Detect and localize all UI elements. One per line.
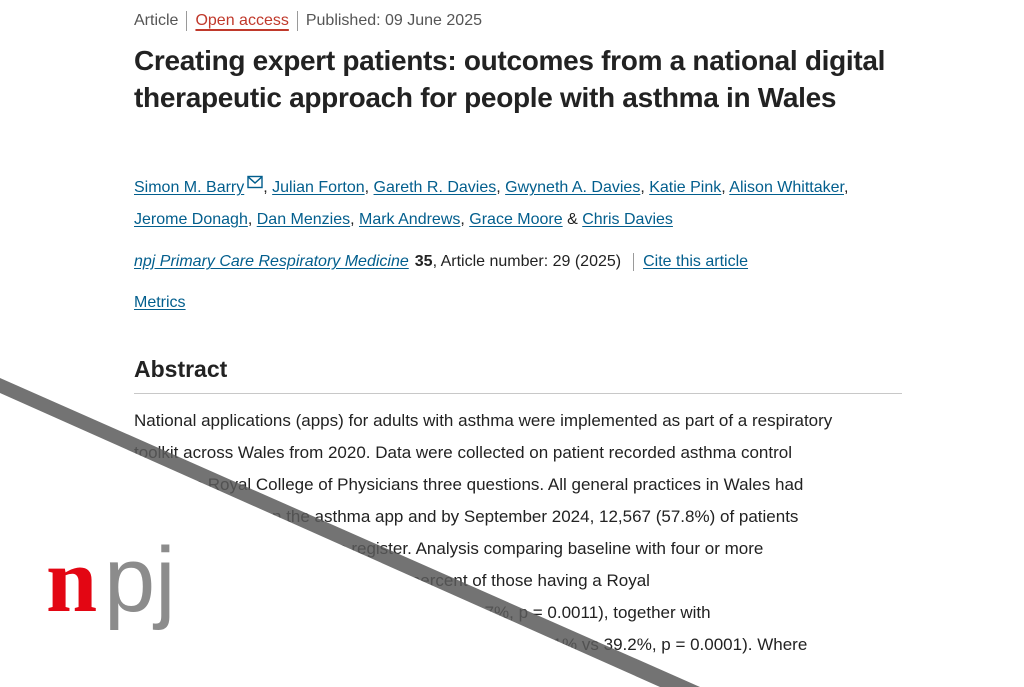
npj-logo: n pj	[46, 529, 176, 631]
meta-divider	[296, 11, 298, 31]
abstract-line: improvements in those being well control…	[134, 635, 808, 654]
svg-text:n: n	[46, 529, 97, 631]
author-list: Simon M. Barry, Julian Forton, Gareth R.…	[134, 172, 894, 236]
author-link[interactable]: Alison Whittaker	[729, 179, 844, 196]
citation-divider	[633, 252, 635, 271]
meta-divider	[186, 11, 188, 31]
author-ampersand: &	[567, 211, 578, 228]
author-link[interactable]: Grace Moore	[469, 211, 563, 228]
article-type: Article	[134, 12, 179, 29]
journal-volume: 35	[414, 253, 433, 270]
abstract-line: College of Physicians score of 0 (26.5% …	[134, 603, 711, 622]
journal-name-link[interactable]: npj Primary Care Respiratory Medicine	[134, 253, 409, 270]
abstract-line: using the Royal College of Physicians th…	[134, 475, 804, 494]
author-link[interactable]: Simon M. Barry	[134, 179, 245, 196]
author-link[interactable]: Julian Forton	[272, 179, 365, 196]
abstract-line: National applications (apps) for adults …	[134, 411, 833, 430]
author-link[interactable]: Jerome Donagh	[134, 211, 248, 228]
abstract-heading: Abstract	[134, 356, 902, 394]
abstract-line: entries showed improvements in the perce…	[134, 571, 650, 590]
mail-icon[interactable]	[247, 175, 263, 189]
abstract-line: been onboarded on the asthma app and by …	[134, 507, 799, 526]
open-access-link[interactable]: Open access	[195, 12, 289, 29]
author-link[interactable]: Gareth R. Davies	[373, 179, 497, 196]
author-link[interactable]: Gwyneth A. Davies	[505, 179, 641, 196]
svg-text:pj: pj	[104, 529, 176, 631]
article-meta: Article Open access Published: 09 June 202…	[134, 11, 482, 31]
abstract-text: National applications (apps) for adults …	[134, 405, 914, 661]
author-link[interactable]: Katie Pink	[649, 179, 722, 196]
author-link[interactable]: Mark Andrews	[359, 211, 461, 228]
article-number: , Article number: 29 (2025)	[432, 253, 622, 270]
metrics-section: Metrics	[134, 293, 186, 313]
cite-this-article-link[interactable]: Cite this article	[643, 253, 749, 270]
metrics-link[interactable]: Metrics	[134, 294, 186, 311]
abstract-line: toolkit across Wales from 2020. Data wer…	[134, 443, 792, 462]
author-link[interactable]: Dan Menzies	[256, 211, 351, 228]
published-date: Published: 09 June 2025	[305, 12, 482, 29]
journal-citation: npj Primary Care Respiratory Medicine 35,…	[134, 252, 748, 272]
article-title: Creating expert patients: outcomes from …	[134, 45, 886, 113]
abstract-line: invited to register went on to register.…	[134, 539, 764, 558]
author-link[interactable]: Chris Davies	[582, 211, 673, 228]
